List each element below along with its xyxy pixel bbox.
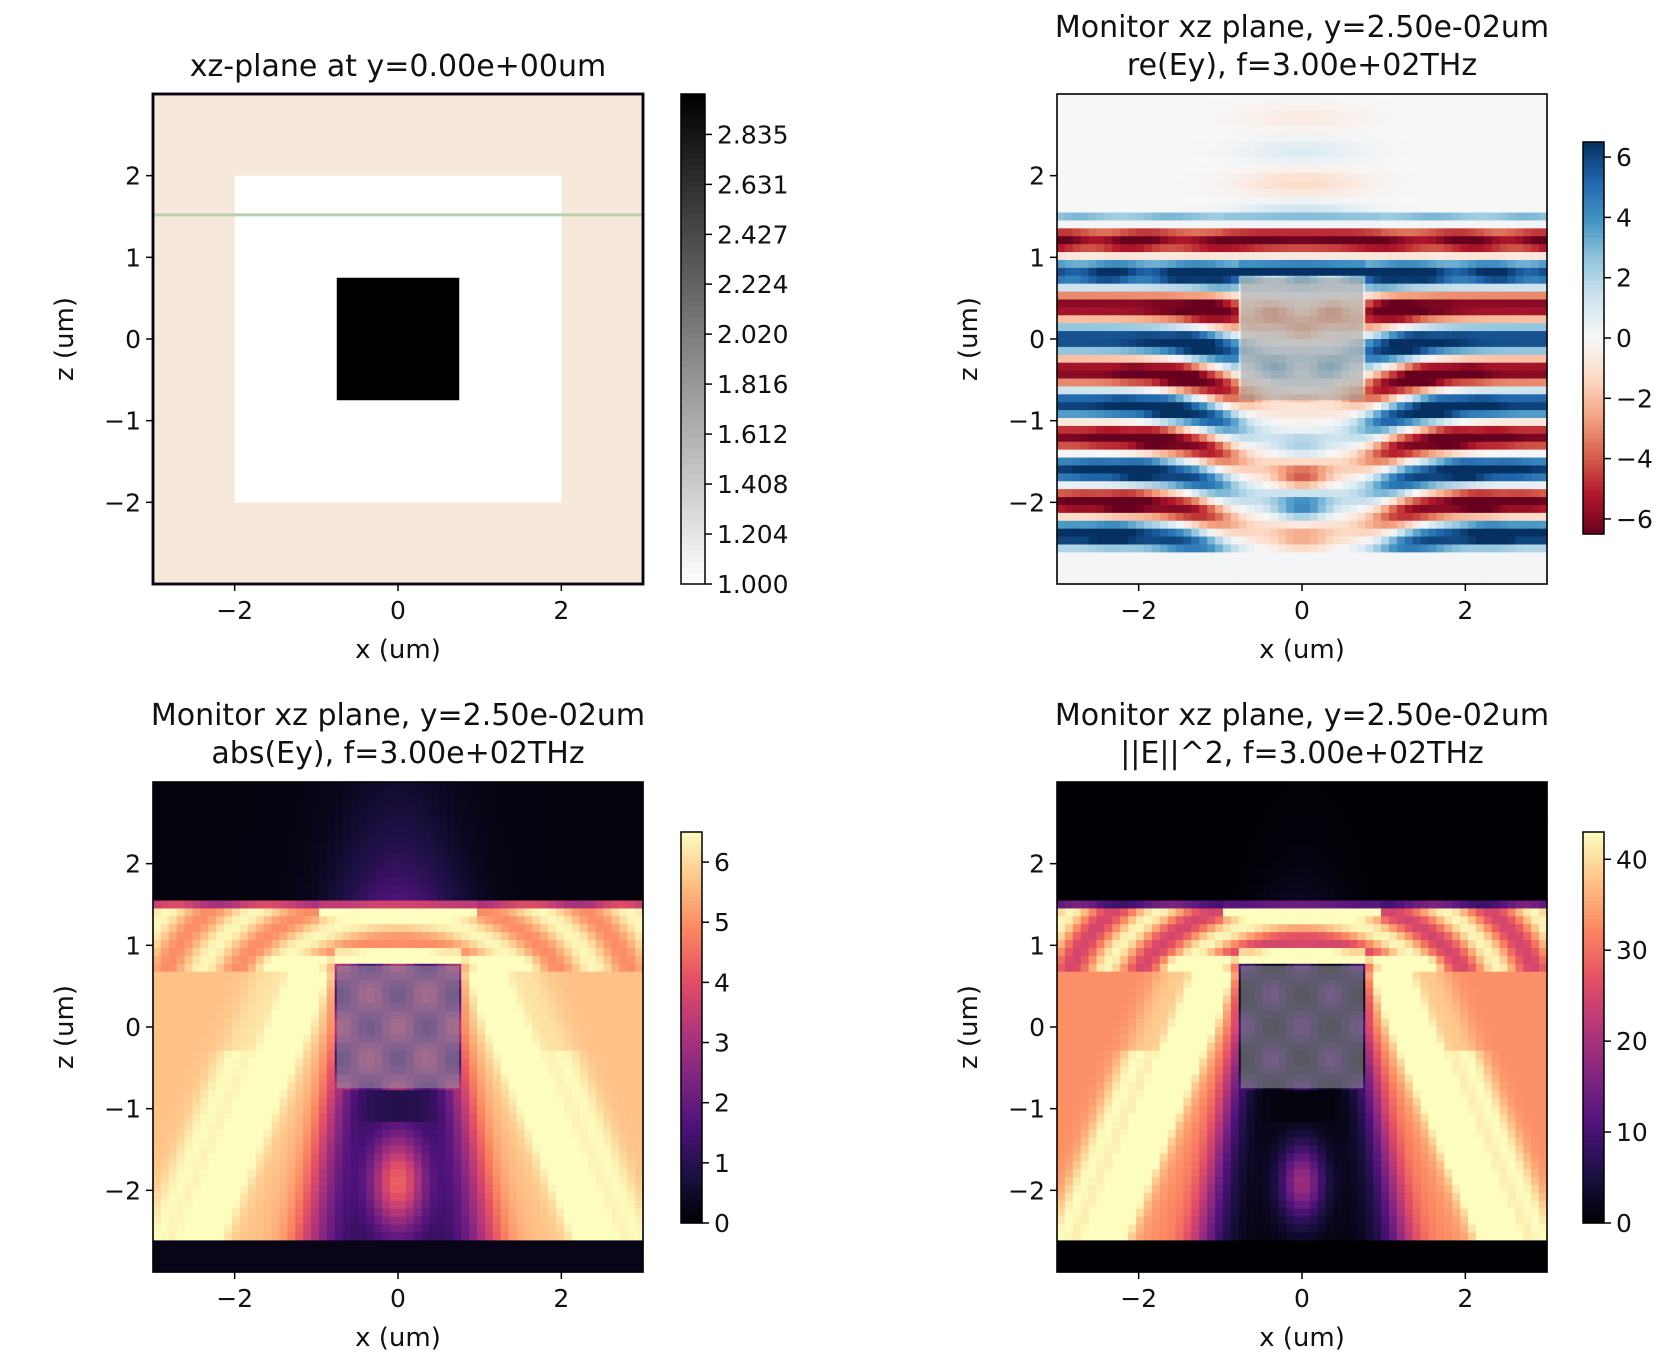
- x-tick-label: −2: [216, 1284, 253, 1313]
- y-axis-label: z (um): [50, 297, 80, 381]
- y-tick-label: −2: [104, 488, 141, 517]
- y-tick-label: 1: [125, 931, 141, 960]
- colorbar-tick-label: 6: [714, 848, 730, 877]
- colorbar-tick-label: 2.020: [717, 320, 789, 349]
- x-tick-label: 0: [1294, 1284, 1310, 1313]
- y-tick-label: 2: [125, 850, 141, 879]
- y-tick-label: 2: [125, 162, 141, 191]
- scatterer-square: [336, 277, 460, 401]
- colorbar-tick-label: 5: [714, 908, 730, 937]
- x-axis-label: x (um): [355, 635, 441, 665]
- x-tick-label: 0: [390, 1284, 406, 1313]
- y-tick-label: 1: [1029, 243, 1045, 272]
- y-tick-label: 0: [125, 325, 141, 354]
- subplot-4-title: Monitor xz plane, y=2.50e-02um: [1055, 698, 1549, 733]
- y-tick-label: −1: [1008, 407, 1045, 436]
- y-axis-label: z (um): [954, 985, 984, 1069]
- colorbar-tick-label: 1: [714, 1149, 730, 1178]
- y-axis-label: z (um): [50, 985, 80, 1069]
- colorbar-tick-label: 1.000: [717, 570, 789, 599]
- colorbar: 1.000 1.204 1.408 1.612 1.816 2.020 2.224 2.427…: [680, 93, 789, 599]
- y-axis-label: z (um): [954, 297, 984, 381]
- x-tick-label: −2: [1120, 596, 1157, 625]
- colorbar-tick-label: 1.816: [717, 370, 789, 399]
- colorbar-tick-label: 0: [1616, 324, 1632, 353]
- colorbar-tick-label: −4: [1616, 445, 1653, 474]
- colorbar-tick-label: 40: [1616, 845, 1648, 874]
- colorbar-tick-label: −6: [1616, 505, 1653, 534]
- colorbar-tick-label: 2.224: [717, 270, 789, 299]
- x-axis-label: x (um): [1259, 1323, 1345, 1353]
- colorbar-tick-label: 2.427: [717, 220, 789, 249]
- y-tick-label: 1: [125, 243, 141, 272]
- colorbar-tick-label: 0: [714, 1209, 730, 1238]
- heatmap-image: [1057, 94, 1548, 585]
- y-tick-label: −2: [1008, 1176, 1045, 1205]
- heatmap-image: [151, 92, 645, 586]
- x-tick-label: 0: [1294, 596, 1310, 625]
- x-tick-label: 2: [553, 1284, 569, 1313]
- colorbar-tick-label: 20: [1616, 1027, 1648, 1056]
- x-tick-label: 2: [1457, 596, 1473, 625]
- subplot-4-title: ||E||^2, f=3.00e+02THz: [1120, 736, 1484, 771]
- colorbar-tick-label: 10: [1616, 1118, 1648, 1147]
- x-axis-label: x (um): [355, 1323, 441, 1353]
- subplot-1-title: xz-plane at y=0.00e+00um: [190, 49, 606, 84]
- y-tick-label: 1: [1029, 931, 1045, 960]
- y-tick-label: 2: [1029, 162, 1045, 191]
- y-tick-label: −2: [104, 1176, 141, 1205]
- subplot-1: xz-plane at y=0.00e+00um −2 0 2 −2 −1 0 1 2 x (um…: [50, 49, 789, 665]
- y-tick-label: 0: [125, 1013, 141, 1042]
- y-tick-label: −1: [1008, 1095, 1045, 1124]
- colorbar-tick-label: 4: [714, 968, 730, 997]
- scatterer-overlay: [1240, 965, 1364, 1089]
- y-tick-label: 2: [1029, 850, 1045, 879]
- y-tick-label: −2: [1008, 488, 1045, 517]
- colorbar-tick-label: 0: [1616, 1209, 1632, 1238]
- colorbar-tick-label: 3: [714, 1029, 730, 1058]
- colorbar-tick-label: 2: [1616, 264, 1632, 293]
- y-tick-label: 0: [1029, 325, 1045, 354]
- colorbar-tick-label: 4: [1616, 203, 1632, 232]
- colorbar: 0 1 2 3 4 5 6: [680, 831, 730, 1238]
- subplot-2-title: re(Ey), f=3.00e+02THz: [1127, 48, 1477, 83]
- y-tick-label: 0: [1029, 1013, 1045, 1042]
- colorbar-tick-label: 2.631: [717, 170, 789, 199]
- colorbar-tick-label: 6: [1616, 143, 1632, 172]
- scatterer-overlay: [1240, 277, 1364, 401]
- heatmap-image: [1057, 782, 1548, 1273]
- subplot-3-title: abs(Ey), f=3.00e+02THz: [211, 736, 584, 771]
- colorbar-tick-label: −2: [1616, 384, 1653, 413]
- y-tick-label: −1: [104, 1095, 141, 1124]
- subplot-3-title: Monitor xz plane, y=2.50e-02um: [151, 698, 645, 733]
- x-axis-label: x (um): [1259, 635, 1345, 665]
- x-tick-label: −2: [1120, 1284, 1157, 1313]
- scatterer-overlay: [336, 965, 460, 1089]
- heatmap-image: [153, 782, 644, 1273]
- x-tick-label: 0: [390, 596, 406, 625]
- x-tick-label: 2: [553, 596, 569, 625]
- colorbar-tick-label: 30: [1616, 936, 1648, 965]
- y-tick-label: −1: [104, 407, 141, 436]
- colorbar-tick-label: 1.408: [717, 470, 789, 499]
- colorbar-tick-label: 1.204: [717, 520, 789, 549]
- x-tick-label: 2: [1457, 1284, 1473, 1313]
- subplot-2-title: Monitor xz plane, y=2.50e-02um: [1055, 10, 1549, 45]
- subplot-4: Monitor xz plane, y=2.50e-02um||E||^2, f…: [954, 698, 1648, 1353]
- x-tick-label: −2: [216, 596, 253, 625]
- colorbar: 0 10 20 30 40: [1582, 831, 1648, 1238]
- colorbar-tick-label: 2.835: [717, 120, 789, 149]
- colorbar-tick-label: 1.612: [717, 420, 789, 449]
- colorbar: −6 −4 −2 0 2 4 6: [1582, 141, 1653, 535]
- colorbar-tick-label: 2: [714, 1089, 730, 1118]
